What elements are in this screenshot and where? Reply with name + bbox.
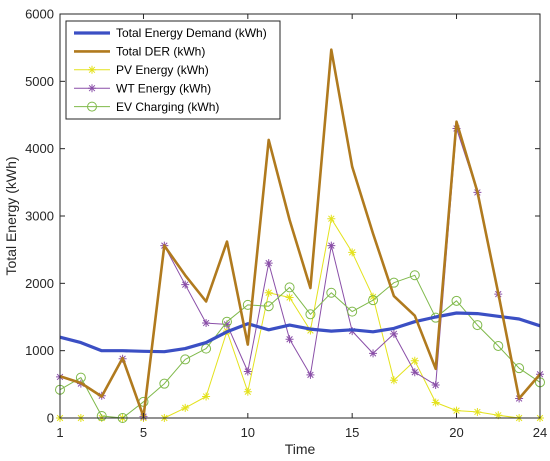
series-4-point-20 — [472, 320, 483, 331]
legend-item-4: EV Charging (kWh) — [74, 100, 219, 114]
series-2-point-17 — [410, 356, 419, 365]
y-tick-label: 1000 — [25, 343, 54, 358]
series-4-point-8 — [221, 316, 232, 327]
series-0 — [59, 311, 541, 354]
y-axis-label: Total Energy (kWh) — [3, 156, 19, 275]
series-4-point-5 — [159, 378, 170, 389]
series-2-point-11 — [285, 293, 294, 302]
series-1 — [59, 48, 541, 419]
legend-label-1: Total DER (kWh) — [116, 45, 205, 59]
series-3-point-16 — [389, 329, 398, 338]
series-0-line — [59, 311, 541, 354]
series-4-point-21 — [493, 340, 504, 351]
series-2-point-7 — [202, 392, 211, 401]
legend-marker-3 — [88, 84, 96, 93]
series-3-point-12 — [306, 370, 315, 379]
series-2-point-14 — [348, 248, 357, 257]
series-3-point-11 — [285, 335, 294, 344]
series-3-point-18 — [431, 381, 440, 390]
series-2-point-15 — [369, 292, 378, 301]
y-tick-label: 0 — [47, 411, 54, 426]
series-4-point-14 — [347, 306, 358, 317]
series-4-point-17 — [409, 270, 420, 281]
series-3-point-8 — [222, 320, 231, 329]
y-tick-label: 3000 — [25, 209, 54, 224]
axes — [59, 13, 541, 419]
series-2-point-18 — [431, 398, 440, 407]
legend: Total Energy Demand (kWh) Total DER (kWh)… — [65, 20, 281, 120]
series-3-point-17 — [410, 368, 419, 377]
series-2-point-9 — [243, 387, 252, 396]
series-2-point-10 — [264, 288, 273, 297]
series-4-point-19 — [451, 295, 462, 306]
x-tick-label: 10 — [241, 425, 255, 440]
legend-item-1: Total DER (kWh) — [74, 45, 205, 59]
series-4-point-10 — [263, 301, 274, 312]
series-2-point-20 — [473, 407, 482, 416]
x-tick-label: 1 — [56, 425, 63, 440]
x-tick-label: 5 — [140, 425, 147, 440]
series-3-point-15 — [369, 349, 378, 358]
series-4-point-22 — [514, 363, 525, 374]
series-1-line — [59, 48, 541, 419]
series-2-point-13 — [327, 214, 336, 223]
y-tick-label: 2000 — [25, 276, 54, 291]
y-tick-label: 6000 — [25, 7, 54, 22]
series-3-point-7 — [202, 319, 211, 328]
series-4-point-12 — [305, 309, 316, 320]
series-3-point-13 — [327, 241, 336, 250]
series-4-point-13 — [326, 287, 337, 298]
legend-label-3: WT Energy (kWh) — [116, 81, 211, 95]
series-3-point-10 — [264, 259, 273, 268]
x-tick-label: 15 — [345, 425, 359, 440]
x-tick-label: 20 — [449, 425, 463, 440]
series-2-point-19 — [452, 406, 461, 415]
series-4-point-15 — [368, 295, 379, 306]
legend-label-4: EV Charging (kWh) — [116, 100, 219, 114]
legend-item-2: PV Energy (kWh) — [74, 63, 209, 77]
series-2-point-21 — [494, 411, 503, 420]
series-4-point-6 — [180, 354, 191, 365]
legend-item-0: Total Energy Demand (kWh) — [74, 26, 267, 40]
x-tick-label: 24 — [533, 425, 547, 440]
series-4-point-2 — [96, 410, 107, 421]
legend-label-0: Total Energy Demand (kWh) — [116, 26, 267, 40]
series-2-point-6 — [181, 403, 190, 412]
y-tick-label: 5000 — [25, 74, 54, 89]
legend-item-3: WT Energy (kWh) — [74, 81, 211, 95]
legend-marker-2 — [88, 65, 96, 74]
series-3-point-9 — [243, 367, 252, 376]
legend-marker-4 — [87, 101, 97, 112]
series-3-point-6 — [181, 280, 190, 289]
series-4-point-11 — [284, 282, 295, 293]
y-tick-label: 4000 — [25, 141, 54, 156]
series-2-point-16 — [389, 376, 398, 385]
legend-label-2: PV Energy (kWh) — [116, 63, 209, 77]
x-axis-label: Time — [285, 441, 316, 457]
